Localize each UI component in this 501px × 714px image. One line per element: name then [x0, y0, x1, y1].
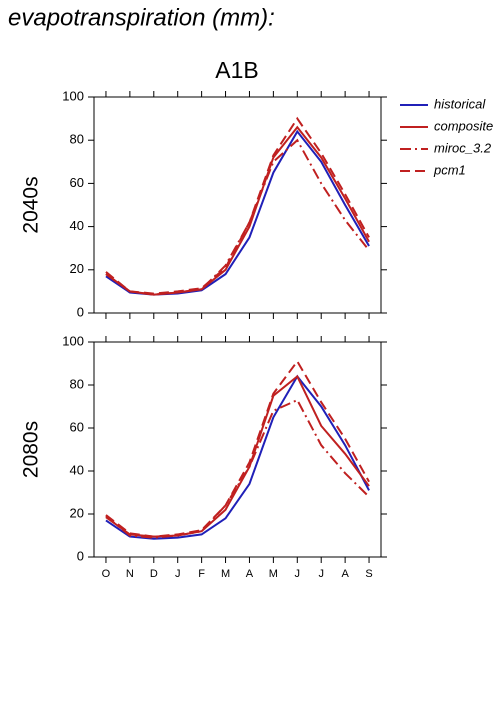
legend-label: pcm1: [433, 162, 466, 177]
y-axis-label: 2080s: [20, 421, 43, 478]
y-tick-label: 0: [77, 548, 84, 563]
x-tick-label: D: [150, 568, 158, 580]
legend-label: historical: [434, 96, 486, 111]
y-tick-label: 60: [70, 419, 84, 434]
series-line: [105, 359, 370, 538]
series-line: [105, 129, 370, 296]
y-tick-label: 80: [70, 132, 84, 147]
x-tick-label: J: [318, 568, 324, 580]
y-tick-label: 100: [62, 88, 84, 103]
series-line: [105, 125, 370, 296]
x-tick-label: A: [341, 568, 349, 580]
chart-subtitle: A1B: [215, 57, 258, 83]
legend-label: miroc_3.2: [434, 140, 492, 155]
y-tick-label: 60: [70, 175, 84, 190]
x-tick-label: A: [246, 568, 254, 580]
y-tick-label: 40: [70, 218, 84, 233]
y-tick-label: 40: [70, 462, 84, 477]
y-tick-label: 20: [70, 261, 84, 276]
y-tick-label: 0: [77, 304, 84, 319]
series-line: [105, 116, 370, 295]
x-tick-label: M: [221, 568, 230, 580]
y-tick-label: 100: [62, 333, 84, 348]
y-axis-label: 2040s: [20, 176, 43, 233]
x-tick-label: M: [269, 568, 278, 580]
x-tick-label: J: [175, 568, 181, 580]
y-tick-label: 80: [70, 376, 84, 391]
x-tick-label: F: [198, 568, 205, 580]
series-line: [105, 138, 370, 296]
plot-frame: [93, 341, 382, 558]
y-tick-label: 20: [70, 505, 84, 520]
x-tick-label: N: [126, 568, 134, 580]
x-tick-label: J: [295, 568, 301, 580]
x-tick-label: S: [365, 568, 372, 580]
series-line: [105, 374, 370, 540]
plot-frame: [93, 96, 382, 314]
legend-label: composite: [434, 118, 493, 133]
x-tick-label: O: [102, 568, 111, 580]
series-line: [105, 398, 370, 539]
chart-title: evapotranspiration (mm):: [8, 4, 275, 31]
series-line: [105, 374, 370, 538]
